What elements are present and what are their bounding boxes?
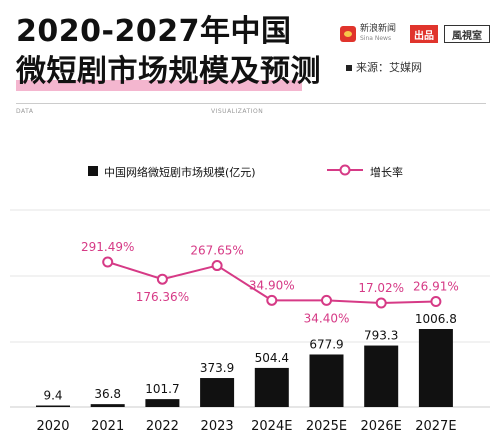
- legend-bar-swatch: [88, 166, 98, 176]
- title-highlight: [16, 80, 302, 91]
- sina-logo-en: Sina News: [360, 35, 392, 42]
- x-tick-label-2022: 2022: [146, 419, 179, 434]
- source-text: 来源：艾媒网: [356, 61, 422, 74]
- growth-point-2027E: [430, 296, 442, 308]
- growth-label-2027E: 26.91%: [413, 280, 459, 294]
- legend-line-label: 增长率: [370, 166, 403, 179]
- growth-point-2026E: [375, 297, 387, 309]
- bar-2027E: [418, 329, 453, 407]
- growth-label-2023: 267.65%: [190, 244, 243, 258]
- source-square-icon: [346, 65, 352, 71]
- bar-value-label-2025E: 677.9: [309, 337, 343, 351]
- growth-point-2022: [156, 273, 168, 285]
- x-tick-label-2021: 2021: [91, 419, 124, 434]
- chupin-badge: 出品: [410, 25, 438, 43]
- x-tick-label-2026E: 2026E: [361, 419, 402, 434]
- bar-2022: [145, 399, 180, 407]
- data-label: DATA: [16, 108, 34, 115]
- growth-point-2025E: [321, 294, 332, 306]
- page-title-line1: 2020-2027年中国: [16, 14, 292, 49]
- bar-value-label-2026E: 793.3: [364, 329, 398, 343]
- legend-bar-label: 中国网络微短剧市场规模(亿元): [104, 166, 256, 179]
- legend-line-swatch: [327, 164, 363, 176]
- growth-label-2022: 176.36%: [136, 290, 189, 304]
- sina-eye-icon: [340, 26, 356, 42]
- growth-label-2021: 291.49%: [81, 240, 134, 254]
- bar-value-label-2023: 373.9: [200, 361, 234, 375]
- header-divider: [16, 103, 486, 104]
- sina-logo-text: 新浪新闻 Sina News: [360, 25, 396, 43]
- x-tick-label-2023: 2023: [201, 419, 234, 434]
- fengshi-logo: 風視室: [444, 25, 490, 43]
- growth-label-2024E: 34.90%: [249, 278, 295, 292]
- bar-value-label-2021: 36.8: [94, 387, 121, 401]
- bar-2026E: [364, 345, 399, 407]
- growth-label-2026E: 17.02%: [358, 281, 404, 295]
- x-tick-label-2027E: 2027E: [415, 419, 456, 434]
- bar-2025E: [309, 354, 344, 407]
- growth-label-2025E: 34.40%: [304, 311, 350, 325]
- bar-2020: [36, 405, 70, 407]
- bar-2023: [200, 378, 235, 407]
- visualization-label: VISUALIZATION: [211, 108, 264, 115]
- bar-2024E: [254, 367, 289, 407]
- bar-2021: [90, 404, 125, 407]
- bar-value-label-2027E: 1006.8: [415, 312, 457, 326]
- sina-news-logo: 新浪新闻 Sina News: [340, 25, 410, 43]
- bar-value-label-2022: 101.7: [145, 382, 179, 396]
- growth-point-2024E: [266, 294, 278, 306]
- page-title-line2: 微短剧市场规模及预测: [16, 54, 321, 89]
- x-tick-label-2020: 2020: [36, 419, 69, 434]
- growth-point-2021: [102, 256, 114, 268]
- bar-value-label-2024E: 504.4: [255, 351, 289, 365]
- x-tick-label-2025E: 2025E: [306, 419, 347, 434]
- x-tick-label-2024E: 2024E: [251, 419, 292, 434]
- growth-point-2023: [211, 260, 223, 272]
- sina-logo-cn: 新浪新闻: [360, 24, 397, 34]
- bar-value-label-2020: 9.4: [43, 389, 62, 403]
